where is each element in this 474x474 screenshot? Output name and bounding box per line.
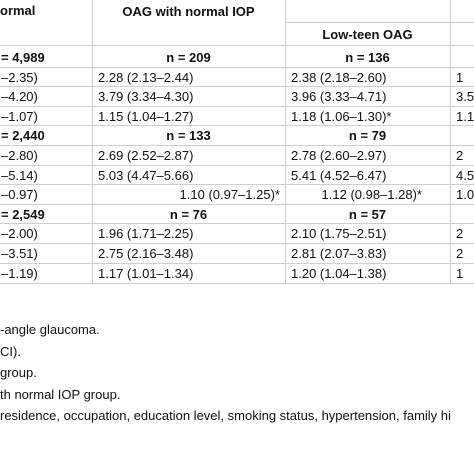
rule [0,283,474,285]
table-cell: –2.35) [1,69,38,85]
rule [0,45,474,46]
header-cell: ormal [0,3,36,18]
table-cell: 1.12 (0.98–1.28)* [321,187,422,203]
table-cell: 2.78 (2.60–2.97) [291,148,387,163]
footnote: th normal IOP group. [0,386,121,402]
table-cell: 5.03 (4.47–5.66) [98,167,194,183]
rule [0,145,474,146]
table-cell: –1.07) [1,108,38,124]
table-cell: –1.19) [1,265,38,281]
table-cell: 3.96 (3.33–4.71) [291,89,387,105]
table-cell: 1.17 (1.01–1.34) [98,265,194,281]
group-count: n = 76 [169,206,208,222]
group-count: n = 57 [348,206,387,222]
group-count: n = 136 [345,50,390,65]
table-cell: 3.79 (3.34–4.30) [98,89,194,105]
footnote: residence, occupation, education level, … [0,408,451,423]
table-cell: –0.97) [1,187,38,203]
group-count: = 4,989 [1,50,45,65]
table-cell: 1.20 (1.04–1.38) [291,265,387,281]
rule [0,125,474,127]
group-count: = 2,440 [1,128,45,144]
table-cell: 2.38 (2.18–2.60) [291,69,387,85]
table-cell: 3.5 [456,89,474,105]
table-cell: 2 [456,226,464,242]
table-cell: 5.41 (4.52–6.47) [291,167,387,183]
footnote: -angle glaucoma. [0,322,100,337]
table-cell: 2.10 (1.75–2.51) [291,226,387,242]
table-cell: 1 [456,69,464,85]
rule [92,0,93,284]
rule [0,262,474,264]
header-cell: Low-teen OAG [322,27,413,42]
table-cell: 2 [456,246,464,261]
table-cell: –2.00) [1,226,38,242]
rule [0,66,474,68]
rule [0,203,474,205]
table-cell: –2.80) [1,148,38,163]
table-cell: 1.96 (1.71–2.25) [98,226,194,242]
table-cell: 2.28 (2.13–2.44) [98,69,194,85]
footnote: group. [0,365,37,380]
group-count: n = 133 [166,128,211,144]
table-cell: 4.5 [456,167,474,183]
rule [0,243,474,244]
table-cell: –4.20) [1,89,38,105]
table-cell: –3.51) [1,246,38,261]
rule [0,164,474,166]
table-cell: 2.81 (2.07–3.83) [291,246,387,261]
table-cell: 2.69 (2.52–2.87) [98,148,194,163]
table-cell: 2 [456,148,464,163]
table-cell: 1.0 [456,187,474,203]
table-cell: 1.18 (1.06–1.30)* [291,108,392,124]
rule [285,22,474,23]
rule [0,184,474,186]
table-cell: 1.1 [456,108,474,124]
rule [0,86,474,88]
group-count: = 2,549 [1,206,45,222]
table-cell: –5.14) [1,167,38,183]
table-cell: 1 [456,265,464,281]
table-cell: 1.15 (1.04–1.27) [98,108,194,124]
header-cell: OAG with normal IOP [122,4,255,19]
table-cell: 1.10 (0.97–1.25)* [179,187,280,203]
group-count: n = 209 [166,50,211,65]
rule [285,0,286,284]
group-count: n = 79 [348,128,387,144]
rule [450,0,451,284]
rule [0,223,474,225]
footnote: CI). [0,343,21,359]
table-cell: 2.75 (2.16–3.48) [98,246,194,261]
rule [0,105,474,107]
